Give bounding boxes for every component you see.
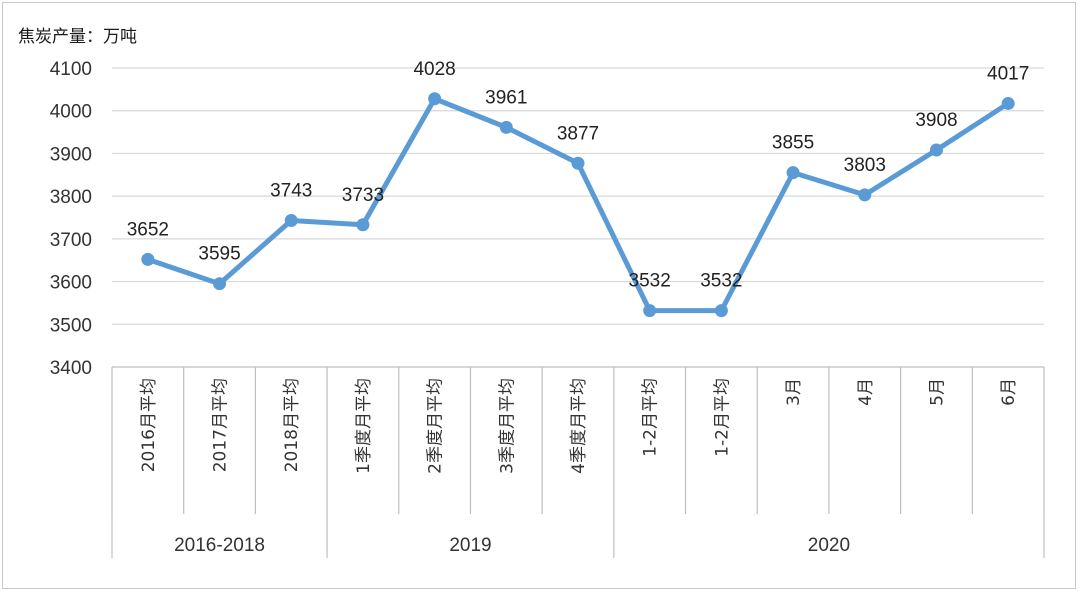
data-label: 3803 <box>844 155 886 176</box>
data-label: 3855 <box>772 133 814 154</box>
data-label: 3908 <box>915 110 957 131</box>
x-category-label: 3季度月平均 <box>497 378 517 474</box>
x-category-label: 1-2月平均 <box>641 378 661 457</box>
data-point <box>643 304 657 318</box>
y-tick-label: 3400 <box>50 358 92 379</box>
y-tick-labels: 3400 3500 3600 3700 3800 3900 4000 4100 <box>50 59 92 379</box>
data-label: 3877 <box>557 123 599 144</box>
gridlines <box>112 67 1044 368</box>
data-point <box>141 252 155 266</box>
data-point <box>929 143 943 157</box>
data-point <box>571 156 585 170</box>
data-label: 4017 <box>987 63 1029 84</box>
y-tick-label: 3900 <box>50 144 92 165</box>
x-category-label: 6月 <box>999 378 1019 406</box>
x-category-label: 2季度月平均 <box>426 378 446 474</box>
data-point <box>213 277 227 291</box>
y-tick-label: 3800 <box>50 187 92 208</box>
x-category-label: 4季度月平均 <box>569 378 589 474</box>
data-point <box>284 213 298 227</box>
data-label: 3532 <box>629 271 671 292</box>
x-category-label: 3月 <box>784 378 804 406</box>
x-group-label: 2016-2018 <box>174 535 265 556</box>
data-label: 4028 <box>413 59 455 80</box>
series-line-group <box>141 92 1015 318</box>
data-point <box>858 188 872 202</box>
data-point <box>714 304 728 318</box>
data-point <box>356 218 370 232</box>
data-point <box>1001 96 1015 110</box>
data-label: 3652 <box>127 219 169 240</box>
y-axis-title: 焦炭产量：万吨 <box>18 27 137 47</box>
y-tick-label: 3600 <box>50 273 92 294</box>
data-labels: 3652 3595 3743 3733 4028 3961 3877 3532 3532 3855… <box>127 59 1030 292</box>
x-category-label: 1季度月平均 <box>354 378 374 474</box>
x-category-label: 1-2月平均 <box>712 378 732 457</box>
data-point <box>428 92 442 106</box>
y-tick-label: 3500 <box>50 315 92 336</box>
data-label: 3743 <box>270 180 312 201</box>
y-tick-label: 4100 <box>50 59 92 80</box>
x-category-label: 2016月平均 <box>139 378 159 472</box>
data-label: 3961 <box>485 87 527 108</box>
x-group-label: 2020 <box>808 535 850 556</box>
x-category-label: 2017月平均 <box>211 378 231 472</box>
x-category-label: 2018月平均 <box>282 378 302 472</box>
x-category-label: 5月 <box>927 378 947 406</box>
y-tick-label: 4000 <box>50 102 92 123</box>
x-category-label: 4月 <box>856 378 876 406</box>
y-tick-label: 3700 <box>50 230 92 251</box>
data-label: 3532 <box>700 271 742 292</box>
data-label: 3733 <box>342 185 384 206</box>
x-axis: 2016月平均 2017月平均 2018月平均 1季度月平均 2季度月平均 3季度月平均 4… <box>111 367 1045 558</box>
x-group-label: 2019 <box>449 535 491 556</box>
data-point <box>499 120 513 134</box>
data-label: 3595 <box>198 244 240 265</box>
data-point <box>786 166 800 180</box>
